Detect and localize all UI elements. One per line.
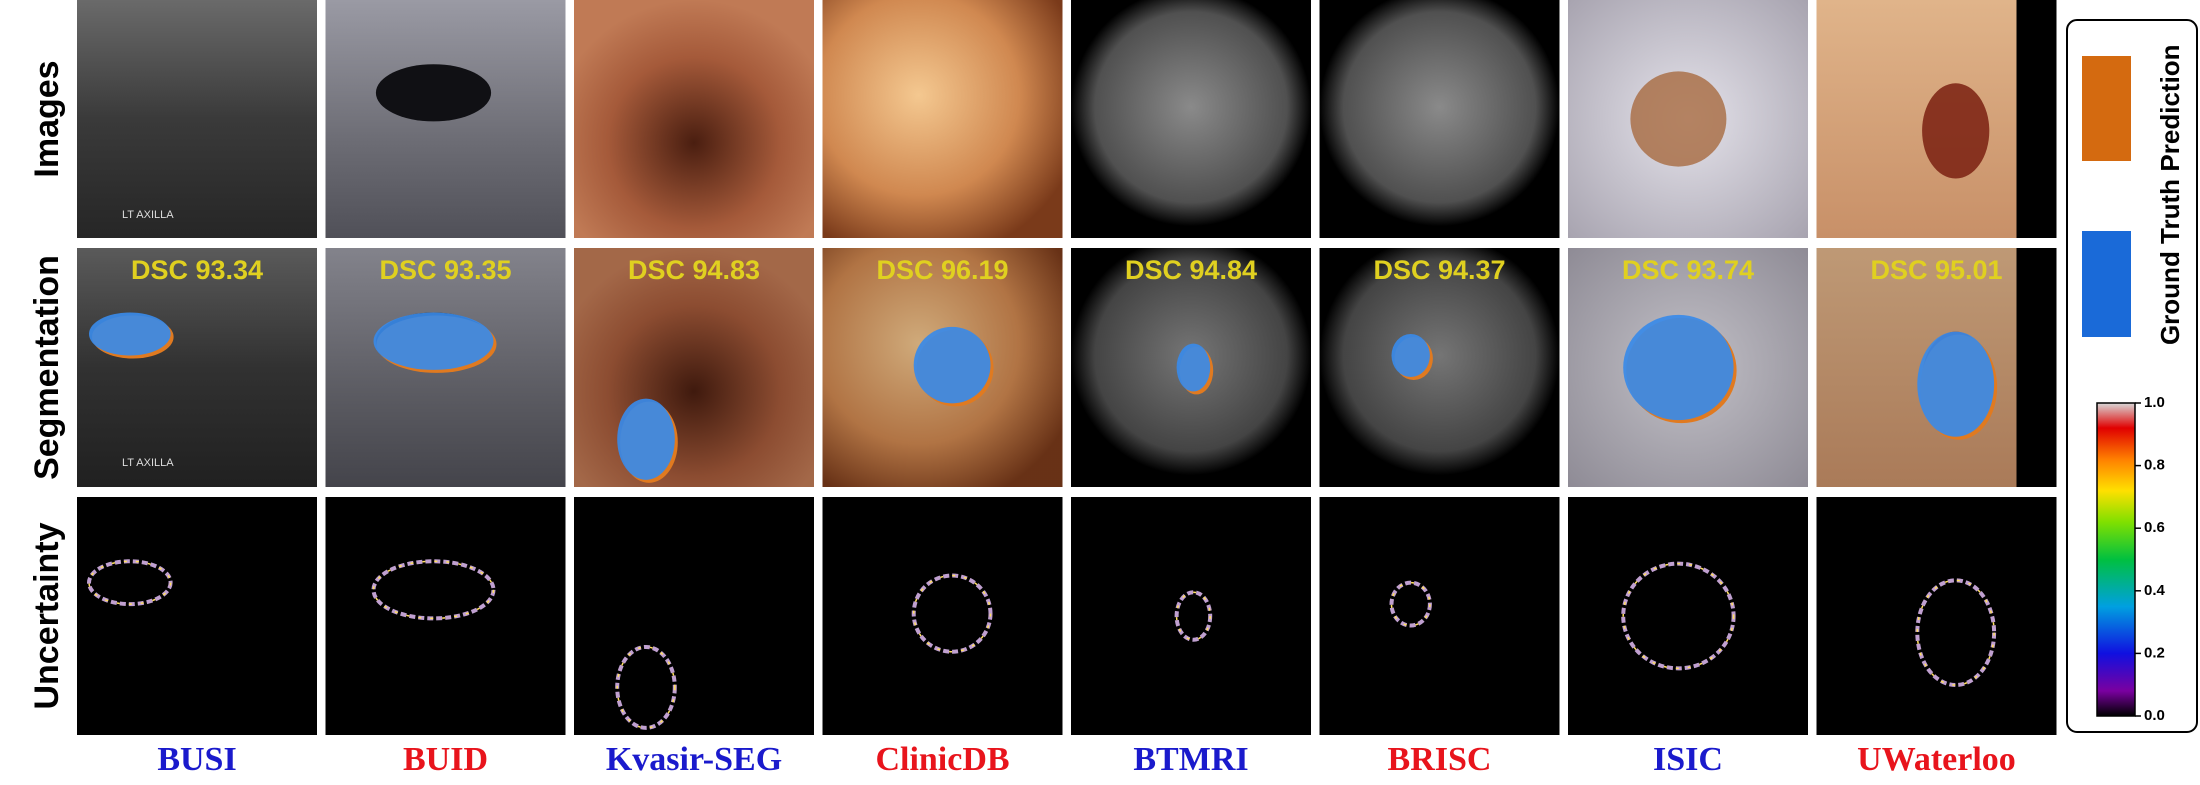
ground-truth-mask: [1176, 343, 1211, 392]
panel-background: [822, 497, 1063, 735]
panel-background: [77, 497, 317, 735]
dsc-label: DSC 93.35: [379, 255, 511, 285]
uncertainty-ring: [912, 574, 992, 653]
ground-truth-mask: [1917, 331, 1995, 437]
ground-truth-mask: [1623, 314, 1734, 421]
ground-truth-swatch: [2082, 231, 2131, 337]
ground-truth-mask: [1391, 334, 1430, 378]
panel-background: [1568, 497, 1808, 735]
row-label: Images: [28, 60, 66, 177]
image-panel: [77, 0, 317, 238]
colorbar-tick-label: 0.6: [2144, 519, 2165, 536]
colorbar: [2096, 402, 2136, 717]
uncertainty-ring: [616, 646, 676, 729]
lesion: [375, 64, 492, 122]
uncertainty-ring: [1916, 579, 1995, 686]
column-label: ClinicDB: [875, 741, 1009, 778]
legend-label: Ground Truth: [2155, 179, 2185, 345]
lesion: [1922, 83, 1990, 179]
panel-background: [574, 497, 814, 735]
column-label: Kvasir-SEG: [606, 741, 782, 778]
ground-truth-mask: [373, 312, 494, 370]
ground-truth-mask: [89, 312, 171, 356]
uncertainty-ring: [372, 560, 495, 620]
colorbar-tick-label: 0.2: [2144, 644, 2165, 661]
dsc-label: DSC 93.34: [131, 255, 263, 285]
dsc-label: DSC 94.37: [1373, 255, 1505, 285]
dsc-label: DSC 93.74: [1622, 255, 1754, 285]
column-label: BRISC: [1388, 741, 1492, 778]
image-panel: [574, 248, 814, 487]
uncertainty-ring: [88, 560, 172, 605]
image-panel: [574, 0, 814, 238]
panel-text: LT AXILLA: [122, 457, 174, 469]
column-label: BTMRI: [1133, 741, 1248, 778]
uncertainty-ring: [1390, 581, 1431, 627]
ground-truth-mask: [617, 398, 675, 480]
dsc-label: DSC 95.01: [1870, 255, 2002, 285]
row-label: Segmentation: [28, 255, 66, 480]
image-panel: [1319, 248, 1560, 487]
dsc-label: DSC 96.19: [876, 255, 1008, 285]
row-label: Uncertainty: [28, 522, 66, 709]
colorbar-tick-label: 1.0: [2144, 394, 2165, 411]
colorbar-tick-label: 0.0: [2144, 707, 2165, 724]
colorbar-tick-label: 0.4: [2144, 582, 2166, 599]
panel-background: [1319, 497, 1560, 735]
colorbar-tick-label: 0.8: [2144, 457, 2165, 474]
image-panel: [1071, 0, 1311, 238]
dsc-label: DSC 94.83: [628, 255, 760, 285]
column-label: BUID: [403, 741, 488, 778]
uncertainty-ring: [1622, 562, 1735, 670]
lesion: [1630, 71, 1727, 167]
uncertainty-ring: [1175, 591, 1211, 641]
image-panel: [1319, 0, 1560, 238]
panel-background: [1071, 497, 1311, 735]
prediction-swatch: [2082, 56, 2131, 161]
image-panel: [77, 248, 317, 487]
column-label: BUSI: [157, 741, 236, 778]
image-panel: [822, 0, 1063, 238]
dsc-label: DSC 94.84: [1125, 255, 1257, 285]
column-label: ISIC: [1653, 741, 1723, 778]
panel-text: LT AXILLA: [122, 209, 174, 221]
ground-truth-mask: [913, 326, 991, 404]
legend-label: Prediction: [2155, 44, 2185, 171]
column-label: UWaterloo: [1857, 741, 2016, 778]
panel-background: [1816, 497, 2057, 735]
